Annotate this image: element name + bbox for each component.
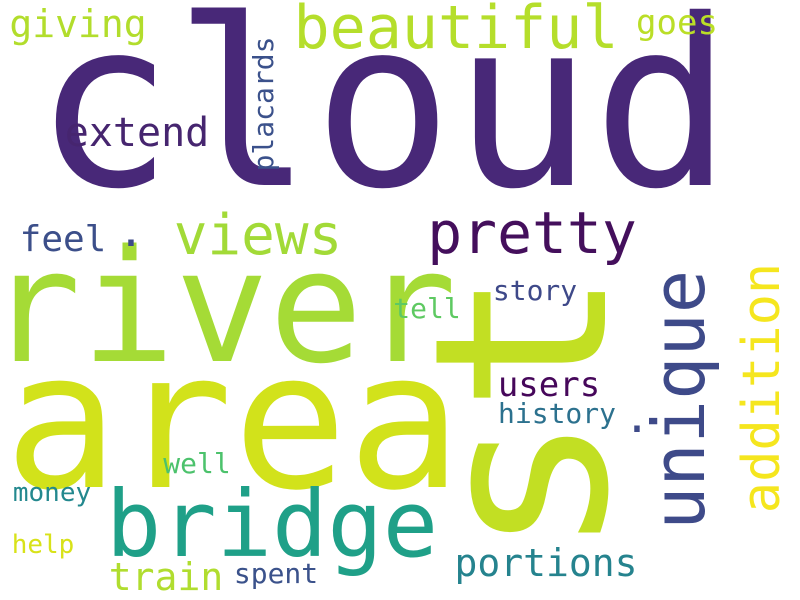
word-money: money (12, 478, 92, 508)
word-goes: goes (636, 3, 718, 43)
word-area: area (4, 311, 462, 532)
word-placards: placards (247, 36, 280, 172)
word-well: well (163, 447, 231, 480)
word-pretty: pretty (427, 199, 637, 267)
word-extend: extend (64, 110, 210, 156)
word-dot-2: . (623, 392, 651, 443)
word-unique: unique (637, 269, 721, 531)
word-dot-1: . (117, 206, 145, 257)
word-giving: giving (9, 2, 147, 46)
word-beautiful: beautiful (293, 0, 619, 63)
word-history: history (497, 397, 617, 430)
word-tell: tell (393, 292, 461, 325)
word-cloud-large: cloud (33, 0, 733, 240)
word-feel: feel (19, 219, 107, 260)
word-addition: addition (732, 262, 792, 514)
word-users: users (497, 365, 601, 405)
word-views: views (173, 203, 343, 268)
word-train: train (108, 555, 224, 599)
word-bridge: bridge (105, 471, 439, 578)
word-help: help (11, 530, 75, 560)
word-story: story (492, 274, 578, 307)
word-river: river (0, 216, 457, 398)
word-portions: portions (454, 541, 638, 585)
word-spent: spent (233, 557, 319, 590)
